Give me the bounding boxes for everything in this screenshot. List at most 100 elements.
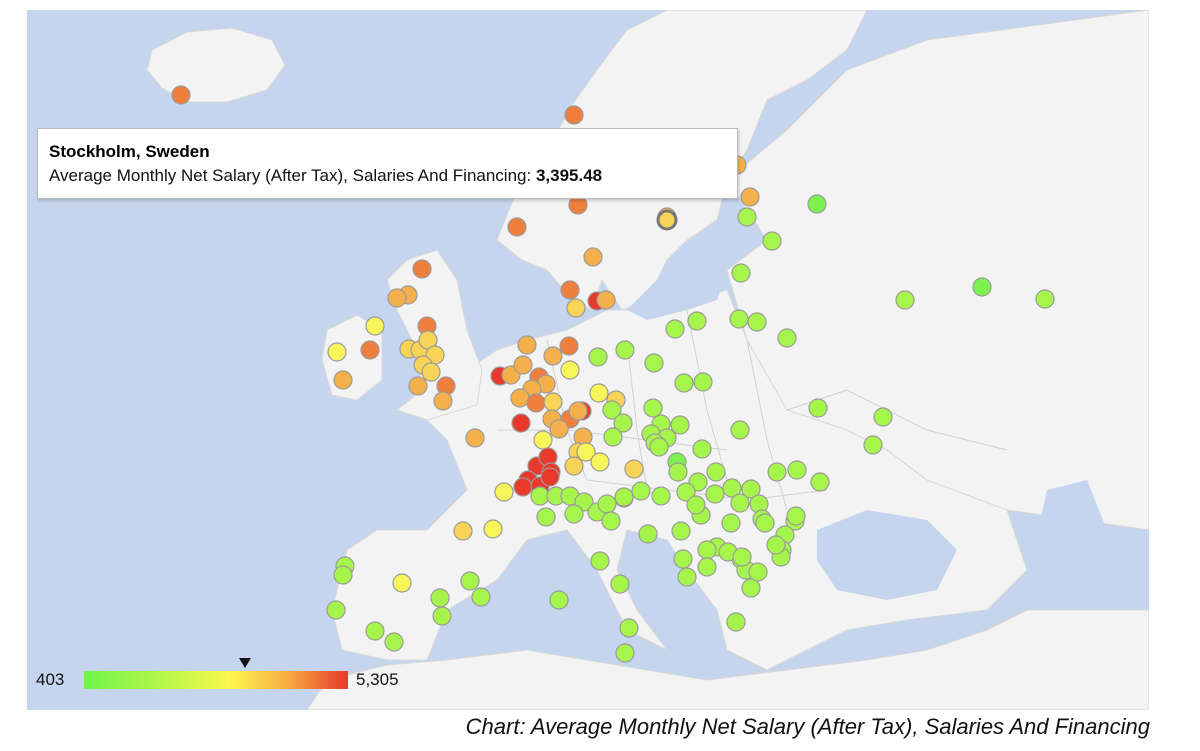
city-marker[interactable] <box>643 398 663 418</box>
city-marker[interactable] <box>762 231 782 251</box>
city-marker[interactable] <box>671 521 691 541</box>
city-marker[interactable] <box>530 486 550 506</box>
city-marker[interactable] <box>741 479 761 499</box>
city-marker[interactable] <box>589 383 609 403</box>
city-marker[interactable] <box>588 347 608 367</box>
city-marker[interactable] <box>517 335 537 355</box>
city-marker[interactable] <box>873 407 893 427</box>
city-marker[interactable] <box>972 277 992 297</box>
city-marker[interactable] <box>494 482 514 502</box>
city-marker[interactable] <box>543 346 563 366</box>
city-marker[interactable] <box>615 643 635 663</box>
city-marker[interactable] <box>741 578 761 598</box>
city-marker[interactable] <box>430 588 450 608</box>
city-marker[interactable] <box>171 85 191 105</box>
city-marker[interactable] <box>560 280 580 300</box>
city-marker[interactable] <box>384 632 404 652</box>
city-marker[interactable] <box>619 618 639 638</box>
city-marker[interactable] <box>1035 289 1055 309</box>
city-marker[interactable] <box>697 540 717 560</box>
city-marker[interactable] <box>673 549 693 569</box>
city-marker[interactable] <box>705 484 725 504</box>
city-marker[interactable] <box>568 401 588 421</box>
city-marker[interactable] <box>507 217 527 237</box>
city-marker[interactable] <box>631 481 651 501</box>
city-marker[interactable] <box>602 400 622 420</box>
city-marker[interactable] <box>786 506 806 526</box>
city-marker[interactable] <box>465 428 485 448</box>
city-marker-stockholm[interactable] <box>656 209 678 231</box>
city-marker[interactable] <box>808 398 828 418</box>
city-marker[interactable] <box>421 362 441 382</box>
city-marker[interactable] <box>692 439 712 459</box>
city-marker[interactable] <box>767 462 787 482</box>
city-marker[interactable] <box>766 535 786 555</box>
city-marker[interactable] <box>895 290 915 310</box>
city-marker[interactable] <box>610 574 630 594</box>
city-marker[interactable] <box>559 336 579 356</box>
city-marker[interactable] <box>615 340 635 360</box>
city-marker[interactable] <box>665 319 685 339</box>
city-marker[interactable] <box>597 494 617 514</box>
city-marker[interactable] <box>747 312 767 332</box>
city-marker[interactable] <box>412 259 432 279</box>
city-marker[interactable] <box>360 340 380 360</box>
city-marker[interactable] <box>408 376 428 396</box>
city-marker[interactable] <box>810 472 830 492</box>
city-marker[interactable] <box>333 565 353 585</box>
city-marker[interactable] <box>614 487 634 507</box>
city-marker[interactable] <box>721 513 741 533</box>
city-marker[interactable] <box>365 316 385 336</box>
city-marker[interactable] <box>740 187 760 207</box>
city-marker[interactable] <box>677 567 697 587</box>
city-marker[interactable] <box>526 393 546 413</box>
city-marker[interactable] <box>513 477 533 497</box>
city-marker[interactable] <box>686 495 706 515</box>
city-marker[interactable] <box>731 263 751 283</box>
city-marker[interactable] <box>510 388 530 408</box>
city-marker[interactable] <box>676 482 696 502</box>
city-marker[interactable] <box>596 290 616 310</box>
city-marker[interactable] <box>748 562 768 582</box>
city-marker[interactable] <box>729 309 749 329</box>
city-marker[interactable] <box>730 420 750 440</box>
city-marker[interactable] <box>460 571 480 591</box>
city-marker[interactable] <box>649 437 669 457</box>
map-area[interactable] <box>27 10 1149 710</box>
city-marker[interactable] <box>533 430 553 450</box>
city-marker[interactable] <box>543 392 563 412</box>
city-marker[interactable] <box>433 391 453 411</box>
city-marker[interactable] <box>365 621 385 641</box>
city-marker[interactable] <box>787 460 807 480</box>
city-marker[interactable] <box>730 493 750 513</box>
city-marker[interactable] <box>564 105 584 125</box>
city-marker[interactable] <box>807 194 827 214</box>
city-marker[interactable] <box>670 415 690 435</box>
city-marker[interactable] <box>564 504 584 524</box>
city-marker[interactable] <box>483 519 503 539</box>
city-marker[interactable] <box>471 587 491 607</box>
city-marker[interactable] <box>549 590 569 610</box>
city-marker[interactable] <box>601 511 621 531</box>
city-marker[interactable] <box>732 547 752 567</box>
city-marker[interactable] <box>453 521 473 541</box>
city-marker[interactable] <box>511 413 531 433</box>
city-marker[interactable] <box>668 462 688 482</box>
city-marker[interactable] <box>726 612 746 632</box>
city-marker[interactable] <box>590 452 610 472</box>
city-marker[interactable] <box>693 372 713 392</box>
city-marker[interactable] <box>566 298 586 318</box>
city-marker[interactable] <box>560 360 580 380</box>
city-marker[interactable] <box>722 478 742 498</box>
city-marker[interactable] <box>549 419 569 439</box>
city-marker[interactable] <box>755 513 775 533</box>
city-marker[interactable] <box>651 486 671 506</box>
city-marker[interactable] <box>624 459 644 479</box>
city-marker[interactable] <box>590 551 610 571</box>
city-marker[interactable] <box>327 342 347 362</box>
city-marker[interactable] <box>392 573 412 593</box>
city-marker[interactable] <box>737 207 757 227</box>
city-marker[interactable] <box>603 427 623 447</box>
city-marker[interactable] <box>576 442 596 462</box>
city-marker[interactable] <box>536 507 556 527</box>
